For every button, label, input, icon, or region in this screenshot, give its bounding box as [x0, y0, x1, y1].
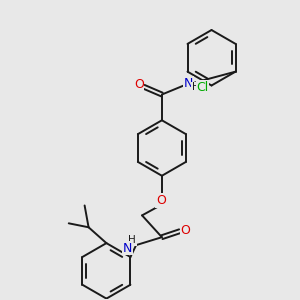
Text: O: O [156, 194, 166, 207]
Text: H: H [192, 82, 200, 92]
Text: O: O [134, 78, 144, 91]
Text: N: N [122, 242, 132, 255]
Text: N: N [184, 77, 194, 90]
Text: Cl: Cl [196, 81, 209, 94]
Text: H: H [128, 235, 136, 245]
Text: O: O [181, 224, 190, 237]
